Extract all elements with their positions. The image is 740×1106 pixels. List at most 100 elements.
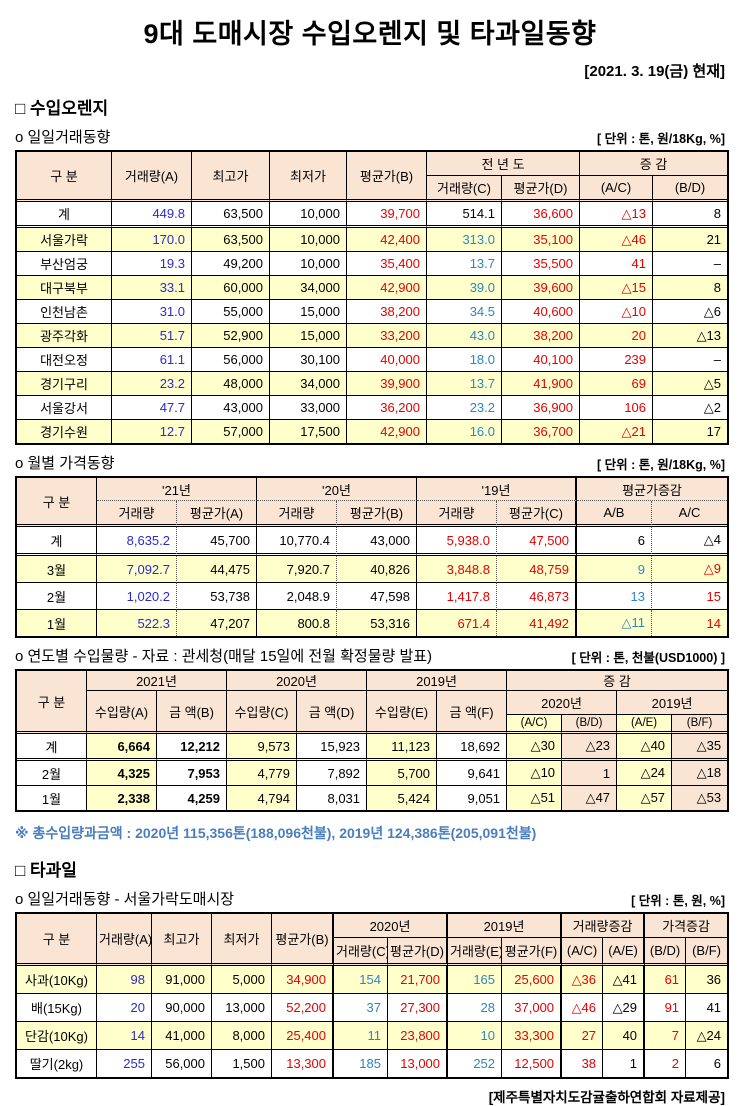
data-cell: 12.7 — [112, 420, 192, 443]
data-cell: 800.8 — [257, 610, 337, 636]
column-header: 최저가 — [212, 914, 272, 966]
data-cell: 165 — [448, 966, 503, 994]
data-cell: 106 — [580, 396, 654, 420]
data-cell: 12,500 — [502, 1050, 563, 1077]
unit-label: [ 단위 : 톤, 원/18Kg, %] — [597, 132, 725, 146]
data-cell: 239 — [580, 348, 654, 372]
column-header: 최저가 — [270, 152, 347, 202]
column-header: (B/D) — [653, 176, 728, 202]
data-cell: 14 — [706, 615, 721, 631]
data-cell: 23.2 — [112, 372, 192, 396]
section-heading-import-orange: □ 수입오렌지 — [15, 99, 109, 118]
data-cell: 43.0 — [427, 324, 502, 348]
data-cell: △11 — [577, 610, 652, 636]
row-label: 2월 — [17, 583, 97, 610]
data-cell: 1 — [562, 761, 618, 786]
row-label: 대구북부 — [17, 276, 112, 300]
data-cell: 39,700 — [347, 202, 427, 228]
data-cell: 13,000 — [212, 994, 272, 1022]
data-cell: △18 — [672, 761, 728, 786]
column-header: 2019년 — [448, 914, 563, 938]
data-cell: 16.0 — [427, 420, 502, 443]
data-cell: 40 — [603, 1022, 646, 1050]
table-header: 구 분 2021년 2020년 2019년 증 감 수입량(A) 금 액(B) … — [17, 671, 728, 734]
table-row: 계 6,664 12,212 9,573 15,923 11,123 18,692 △30 △2… — [17, 734, 728, 761]
data-cell: 7,892 — [297, 761, 368, 786]
data-cell: 25,400 — [272, 1022, 334, 1050]
data-cell: 45,700 — [177, 527, 257, 556]
page-title: 9대 도매시장 수입오렌지 및 타과일동향 — [143, 19, 597, 49]
column-header: '21년 — [97, 478, 257, 501]
column-header: 평균가(C) — [497, 501, 577, 527]
column-header: 최고가 — [152, 914, 212, 966]
column-header: 거래량(E) — [448, 938, 503, 966]
data-cell: 7 — [645, 1022, 687, 1050]
data-cell: 36,900 — [502, 396, 581, 420]
data-cell: 53,738 — [177, 583, 257, 610]
column-header: '20년 — [257, 478, 417, 501]
data-cell: 34,000 — [270, 372, 347, 396]
column-header: 평균가(B) — [337, 501, 417, 527]
data-cell: 43,000 — [192, 396, 270, 420]
data-cell: 14 — [97, 1022, 152, 1050]
data-cell: 10,000 — [270, 252, 347, 276]
data-cell: 52,900 — [192, 324, 270, 348]
data-cell: 36,200 — [347, 396, 427, 420]
column-header: 2019년 — [617, 691, 728, 715]
data-cell: 13.7 — [427, 252, 502, 276]
data-cell: 35,400 — [347, 252, 427, 276]
data-cell: △24 — [617, 761, 673, 786]
data-cell: 20 — [97, 994, 152, 1022]
data-cell: △36 — [562, 966, 604, 994]
column-header: 거래량 — [97, 501, 177, 527]
column-header: 평균가(F) — [502, 938, 563, 966]
column-header: 거래량 — [257, 501, 337, 527]
table-row: 대전오정 61.1 56,000 30,100 40,000 18.0 40,100 239– — [17, 348, 728, 372]
data-cell: 55,000 — [192, 300, 270, 324]
data-cell: 69 — [580, 372, 654, 396]
data-cell: 41,000 — [152, 1022, 212, 1050]
data-cell: 33,200 — [347, 324, 427, 348]
table-row: 2월 1,020.2 53,738 2,048.9 47,598 1,417.8 46,87… — [17, 583, 727, 610]
data-cell: 42,400 — [347, 228, 427, 252]
row-label: 배(15Kg) — [17, 994, 97, 1022]
data-cell: 20 — [580, 324, 654, 348]
column-header: 금 액(D) — [297, 691, 368, 734]
row-label: 부산엄궁 — [17, 252, 112, 276]
column-header: 거래량(A) — [97, 914, 152, 966]
table-row: 인천남촌 31.0 55,000 15,000 38,200 34.5 40,600 △10 △… — [17, 300, 728, 324]
column-header: (B/D) — [562, 715, 618, 734]
data-cell: 4,325 — [87, 761, 157, 786]
data-cell: △51 — [507, 786, 563, 810]
data-cell: 38,200 — [502, 324, 581, 348]
data-cell: 6 — [713, 1056, 722, 1071]
table-row: 2월 4,325 7,953 4,779 7,892 5,700 9,641 △10 1 △24 △… — [17, 761, 728, 786]
data-cell: 30,100 — [270, 348, 347, 372]
column-header: 2021년 — [87, 671, 228, 691]
data-cell: △23 — [562, 734, 618, 761]
data-cell: 34,000 — [270, 276, 347, 300]
unit-label: [ 단위 : 톤, 원, %] — [631, 894, 725, 908]
data-cell: 53,316 — [337, 610, 417, 636]
row-label: 3월 — [17, 556, 97, 583]
column-header: 평균가(D) — [502, 176, 581, 202]
data-cell: 15,000 — [270, 300, 347, 324]
table-row: 3월 7,092.7 44,475 7,920.7 40,826 3,848.8 48,75… — [17, 556, 727, 583]
column-header: A/B — [577, 501, 652, 527]
data-cell: 47,598 — [337, 583, 417, 610]
data-cell: 35,500 — [502, 252, 581, 276]
row-label: 계 — [17, 734, 87, 761]
table-row: 사과(10Kg) 98 91,000 5,000 34,900 154 21,700 165 2… — [17, 966, 728, 994]
column-header: (A/C) — [507, 715, 563, 734]
column-header: 수입량(C) — [227, 691, 298, 734]
column-header: 거래량(C) — [334, 938, 388, 966]
data-cell: 39,600 — [502, 276, 581, 300]
column-header: 구 분 — [17, 152, 112, 202]
table-row: 대구북부 33.1 60,000 34,000 42,900 39.0 39,600 △15 8 — [17, 276, 728, 300]
column-header: 2020년 — [334, 914, 449, 938]
column-header: 2020년 — [507, 691, 618, 715]
data-cell: 8,031 — [297, 786, 368, 810]
data-cell: △15 — [580, 276, 654, 300]
data-cell: 9,573 — [227, 734, 298, 761]
data-cell: △53 — [672, 786, 728, 810]
